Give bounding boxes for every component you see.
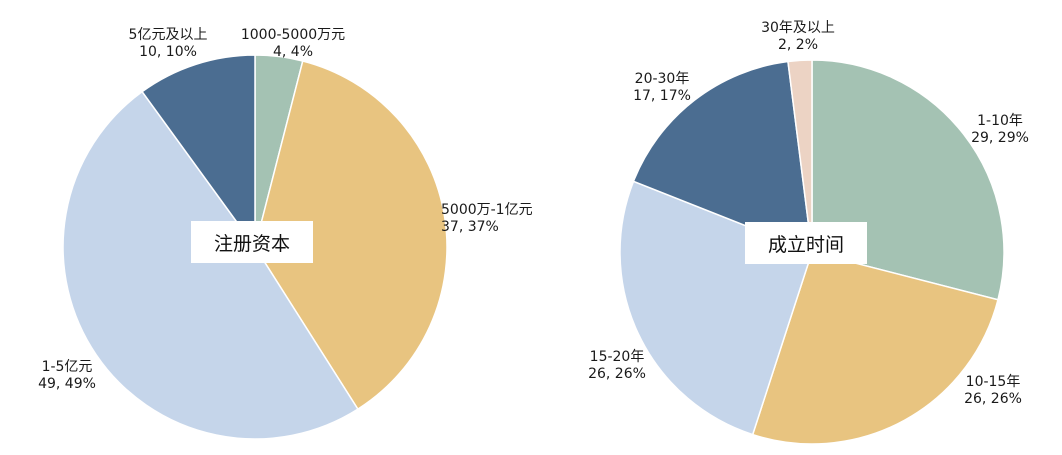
slice-label: 1000-5000万元 4, 4% xyxy=(240,27,346,60)
chart-title-establishment-time: 成立时间 xyxy=(745,222,867,264)
slice-label: 5亿元及以上 10, 10% xyxy=(128,27,208,60)
slice-label: 1-10年 29, 29% xyxy=(971,113,1029,146)
slice-label: 15-20年 26, 26% xyxy=(588,349,646,382)
pie-slice xyxy=(632,60,813,254)
slice-label: 1-5亿元 49, 49% xyxy=(38,359,96,392)
slice-label: 20-30年 17, 17% xyxy=(633,71,691,104)
pie-slice xyxy=(787,59,813,253)
pie-slice xyxy=(62,90,359,440)
chart-title-registered-capital: 注册资本 xyxy=(191,221,313,263)
slice-label: 5000万-1亿元 37, 37% xyxy=(441,202,533,235)
pie-slice xyxy=(141,54,256,250)
slice-label: 30年及以上 2, 2% xyxy=(761,20,835,53)
pie-slice xyxy=(751,251,999,445)
slice-label: 10-15年 26, 26% xyxy=(964,374,1022,407)
